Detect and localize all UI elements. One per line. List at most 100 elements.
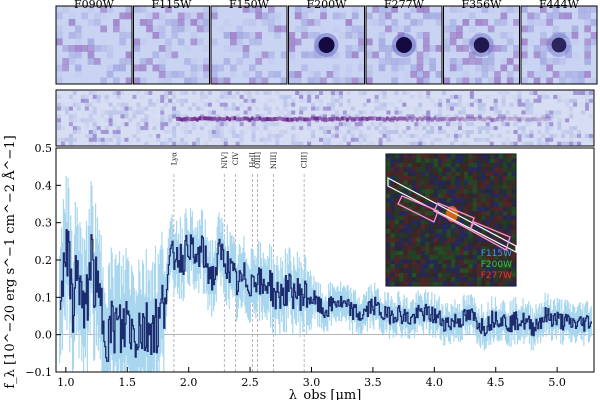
twod-noise-pixel bbox=[100, 141, 105, 146]
stamp-noise-pixel bbox=[146, 32, 153, 39]
stamp-noise-pixel bbox=[268, 58, 275, 65]
emission-line-label: OIII] bbox=[254, 152, 262, 169]
twod-noise-pixel bbox=[311, 106, 316, 111]
inset-pixel bbox=[403, 176, 408, 181]
inset-pixel bbox=[468, 180, 473, 185]
twod-noise-pixel bbox=[414, 110, 419, 115]
twod-noise-pixel bbox=[92, 118, 97, 123]
twod-noise-pixel bbox=[160, 126, 165, 131]
inset-pixel bbox=[511, 246, 517, 251]
twod-noise-pixel bbox=[279, 130, 284, 134]
inset-pixel bbox=[398, 211, 404, 216]
twod-trace-segment bbox=[388, 117, 392, 122]
stamp-noise-pixel bbox=[274, 32, 281, 39]
twod-noise-pixel bbox=[176, 98, 181, 103]
twod-noise-pixel bbox=[533, 98, 538, 103]
twod-noise-pixel bbox=[267, 91, 272, 95]
inset-pixel bbox=[459, 250, 465, 256]
twod-noise-pixel bbox=[188, 114, 193, 119]
stamp-noise-pixel bbox=[339, 32, 346, 39]
twod-noise-pixel bbox=[426, 114, 431, 119]
twod-noise-pixel bbox=[132, 133, 137, 138]
inset-pixel bbox=[424, 259, 430, 265]
stamp-noise-pixel bbox=[217, 26, 224, 33]
inset-pixel bbox=[437, 220, 443, 225]
stamp-noise-pixel bbox=[301, 12, 308, 20]
stamp-noise-pixel bbox=[56, 32, 63, 39]
inset-pixel bbox=[481, 171, 486, 177]
inset-pixel bbox=[494, 193, 499, 199]
twod-noise-pixel bbox=[68, 141, 73, 146]
inset-pixel bbox=[507, 202, 512, 207]
inset-pixel bbox=[498, 215, 504, 221]
twod-noise-pixel bbox=[231, 122, 236, 127]
twod-noise-pixel bbox=[465, 122, 470, 127]
inset-pixel bbox=[476, 268, 482, 273]
twod-noise-pixel bbox=[358, 141, 363, 146]
twod-noise-pixel bbox=[180, 130, 185, 134]
stamp-noise-pixel bbox=[487, 45, 495, 52]
stamp-noise-pixel bbox=[190, 71, 198, 78]
inset-pixel bbox=[446, 202, 452, 207]
stamp-noise-pixel bbox=[280, 77, 288, 85]
stamp-noise-pixel bbox=[565, 51, 572, 59]
inset-pixel bbox=[472, 277, 478, 282]
stamp-noise-pixel bbox=[513, 6, 520, 13]
twod-noise-pixel bbox=[172, 114, 177, 119]
twod-noise-pixel bbox=[211, 130, 216, 134]
twod-noise-pixel bbox=[152, 122, 156, 126]
twod-noise-pixel bbox=[565, 118, 570, 123]
twod-noise-pixel bbox=[581, 107, 585, 111]
stamp-noise-pixel bbox=[106, 45, 114, 52]
inset-pixel bbox=[494, 268, 499, 273]
inset-pixel bbox=[403, 255, 408, 260]
inset-pixel bbox=[390, 281, 395, 287]
inset-pixel bbox=[498, 167, 504, 172]
inset-pixel bbox=[502, 255, 508, 260]
twod-noise-pixel bbox=[338, 91, 343, 95]
twod-noise-pixel bbox=[227, 130, 232, 134]
inset-pixel bbox=[476, 237, 482, 243]
twod-noise-pixel bbox=[382, 102, 387, 107]
twod-trace-segment bbox=[188, 117, 192, 122]
twod-noise-pixel bbox=[152, 118, 157, 123]
stamp-noise-pixel bbox=[397, 64, 405, 72]
inset-pixel bbox=[472, 198, 478, 203]
twod-noise-pixel bbox=[152, 126, 157, 131]
twod-noise-pixel bbox=[60, 141, 65, 146]
twod-noise-pixel bbox=[346, 102, 351, 107]
twod-trace-segment bbox=[428, 116, 432, 121]
inset-pixel bbox=[485, 250, 491, 256]
inset-pixel bbox=[416, 211, 421, 216]
stamp-noise-pixel bbox=[444, 58, 451, 65]
twod-noise-pixel bbox=[72, 137, 77, 142]
inset-pixel bbox=[476, 202, 482, 207]
twod-noise-pixel bbox=[180, 114, 185, 119]
twod-noise-pixel bbox=[457, 94, 462, 99]
twod-noise-pixel bbox=[68, 137, 73, 142]
inset-pixel bbox=[433, 154, 439, 159]
stamp-noise-pixel bbox=[391, 25, 398, 33]
inset-pixel bbox=[442, 176, 447, 181]
twod-noise-pixel bbox=[168, 114, 173, 119]
twod-noise-pixel bbox=[287, 94, 292, 99]
inset-pixel bbox=[498, 176, 504, 181]
twod-trace-segment bbox=[448, 117, 452, 122]
twod-trace-segment bbox=[481, 116, 484, 121]
twod-noise-pixel bbox=[116, 130, 121, 134]
twod-trace-segment bbox=[366, 116, 369, 121]
inset-pixel bbox=[494, 211, 499, 216]
inset-pixel bbox=[433, 202, 439, 207]
twod-trace-segment bbox=[286, 117, 289, 122]
stamp-noise-pixel bbox=[211, 38, 218, 46]
inset-pixel bbox=[481, 237, 486, 243]
stamp-noise-pixel bbox=[559, 71, 566, 78]
inset-pixel bbox=[390, 250, 395, 256]
inset-pixel bbox=[437, 158, 443, 163]
twod-noise-pixel bbox=[72, 102, 77, 107]
inset-pixel bbox=[433, 184, 439, 190]
inset-pixel bbox=[424, 206, 430, 212]
twod-noise-pixel bbox=[112, 110, 117, 115]
twod-noise-pixel bbox=[549, 137, 554, 142]
